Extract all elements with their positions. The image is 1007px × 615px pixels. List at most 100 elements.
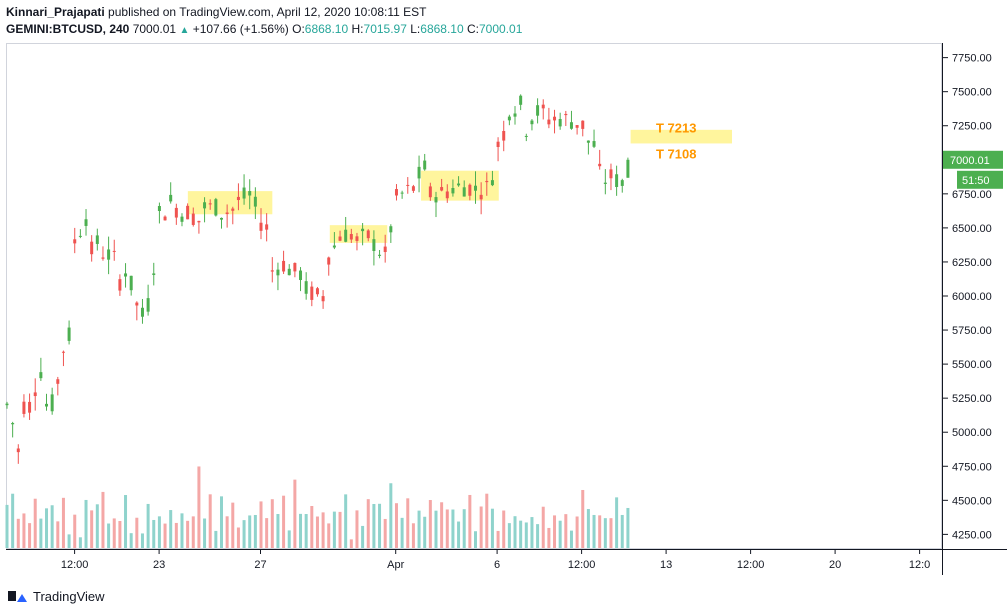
y-tick-label: 6750.00 [952, 189, 992, 201]
volume-bar [603, 518, 607, 548]
volume-bar [208, 494, 212, 548]
candle-body [28, 401, 32, 413]
volume-bar [5, 504, 9, 548]
volume-bar [428, 500, 432, 548]
target-annotation: T 7213 [656, 120, 696, 135]
candle-body [242, 187, 246, 199]
volume-bar [378, 503, 382, 548]
volume-bar [214, 530, 218, 548]
candle-body [524, 135, 528, 137]
symbol-line: GEMINI:BTCUSD, 240 7000.01 ▲ +107.66 (+1… [6, 22, 522, 36]
volume-bar [609, 518, 613, 548]
candle-body [95, 235, 99, 244]
candle-body [45, 403, 49, 407]
candle-body [304, 281, 308, 294]
volume-bar [361, 525, 365, 548]
plot-area[interactable] [6, 43, 942, 549]
y-tick-label: 7750.00 [952, 53, 992, 65]
target-annotation: T 7108 [656, 146, 696, 161]
candle-body [440, 187, 444, 191]
candle-body [107, 249, 111, 260]
volume-bar [620, 514, 624, 548]
candle-body [50, 394, 54, 412]
candle-body [140, 307, 144, 317]
candle-body [615, 174, 619, 187]
candle-body [383, 246, 387, 253]
candle-body [16, 448, 20, 453]
volume-bar [231, 502, 235, 548]
candle-body [90, 241, 94, 255]
candle-body [564, 113, 568, 116]
y-tick-label: 7250.00 [952, 121, 992, 133]
candle-body [581, 120, 585, 129]
volume-bar [287, 530, 291, 548]
candle-body [569, 122, 573, 129]
candle-body [248, 191, 252, 196]
candle-body [310, 286, 314, 300]
volume-bar [575, 516, 579, 548]
volume-bar [39, 518, 43, 548]
highlight-zone [421, 170, 499, 201]
volume-bar [445, 509, 449, 548]
open-label: O: [292, 22, 305, 36]
volume-bar [259, 501, 263, 548]
volume-bar [468, 494, 472, 548]
candle-body [118, 279, 122, 291]
volume-bar [479, 506, 483, 548]
volume-bar [366, 499, 370, 548]
volume-bar [507, 523, 511, 548]
volume-bar [355, 510, 359, 548]
highlight-zone [329, 225, 388, 243]
volume-bar [485, 493, 489, 548]
price-chart[interactable]: 4250.00 4500.00 4750.00 5000.00 5250.00 5500.… [0, 0, 1007, 590]
candle-body [197, 220, 201, 223]
candle-body [462, 187, 466, 197]
x-tick-label: 27 [254, 559, 266, 571]
candle-body [33, 392, 37, 397]
volume-bar [124, 495, 128, 548]
volume-bar [406, 498, 410, 548]
x-tick-label: 23 [153, 559, 165, 571]
volume-bar [502, 510, 506, 548]
candle-body [253, 196, 257, 207]
volume-bar [152, 519, 156, 548]
price-change: +107.66 (+1.56%) [192, 22, 289, 36]
volume-bar [310, 506, 314, 548]
volume-bar [101, 491, 105, 548]
volume-bar [332, 511, 336, 548]
candle-body [609, 169, 613, 179]
candle-body [434, 197, 438, 203]
candle-body [282, 260, 286, 272]
volume-bar [16, 518, 20, 548]
volume-bar [451, 509, 455, 548]
y-tick-label: 7500.00 [952, 87, 992, 99]
candle-body [315, 288, 319, 295]
volume-bar [95, 504, 99, 548]
countdown-label: 51:50 [962, 175, 990, 187]
volume-bar [293, 479, 297, 548]
volume-bar [598, 515, 602, 548]
y-tick-label: 6500.00 [952, 223, 992, 235]
last-price: 7000.01 [132, 22, 177, 36]
volume-bar [558, 520, 562, 548]
candle-body [417, 166, 421, 179]
footer-brand[interactable]: TradingView [8, 589, 105, 604]
volume-bar [163, 523, 167, 548]
price-axis [943, 43, 1007, 549]
y-tick-label: 5250.00 [952, 393, 992, 405]
volume-bar [304, 514, 308, 548]
candle-body [61, 351, 65, 353]
candle-body [208, 203, 212, 205]
candle-body [598, 163, 602, 167]
candle-body [259, 222, 263, 231]
volume-bar [592, 514, 596, 548]
volume-bar [180, 513, 184, 548]
candle-body [169, 194, 173, 202]
author-name[interactable]: Kinnari_Prajapati [6, 5, 105, 19]
candle-body [124, 273, 128, 277]
volume-bar [118, 520, 122, 548]
volume-bar [146, 503, 150, 548]
candle-body [186, 205, 190, 220]
volume-bar [569, 530, 573, 548]
volume-bar [400, 517, 404, 548]
